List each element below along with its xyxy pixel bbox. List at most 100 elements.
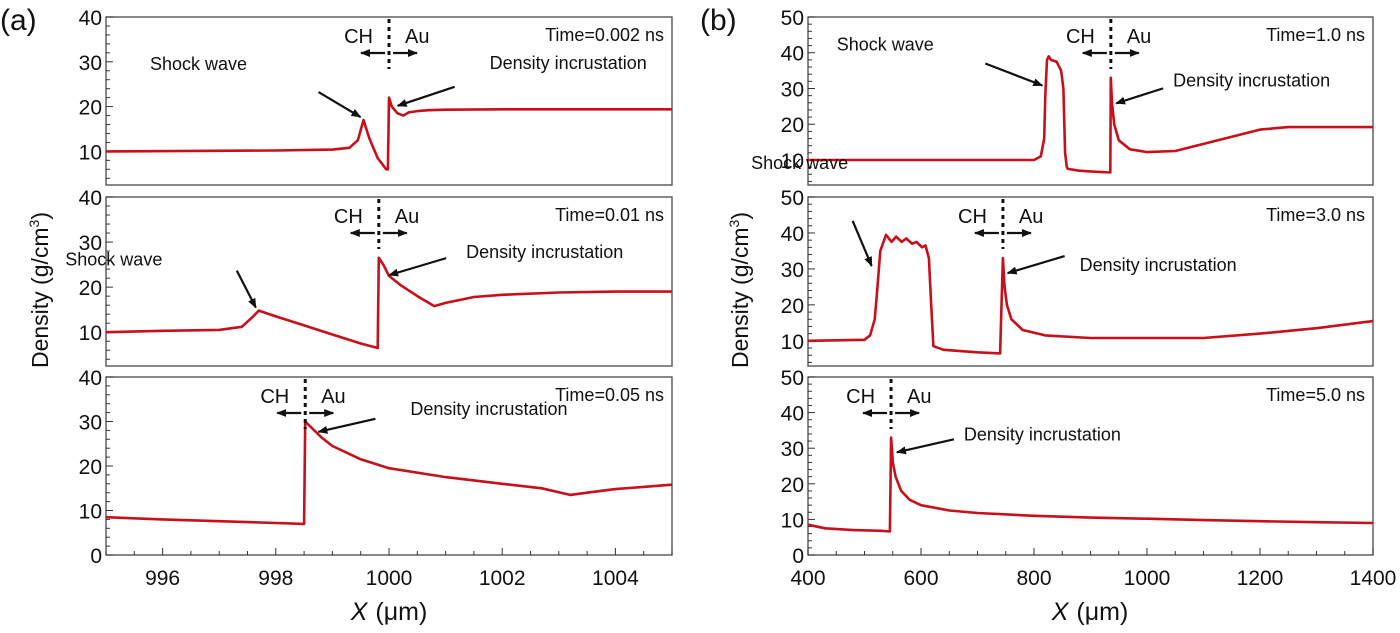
- x-tick-label: 800: [1016, 567, 1051, 590]
- y-axis-label-text: Density (g/cm: [727, 227, 753, 368]
- density-curve: [807, 233, 1374, 355]
- plot-frame: [807, 16, 1374, 186]
- x-tick-label: 1004: [592, 567, 639, 590]
- x-tick-label: 998: [258, 567, 293, 590]
- y-tick-label: 40: [79, 7, 102, 30]
- y-tick-label: 20: [781, 474, 804, 497]
- material-label-ch: CH: [846, 386, 875, 408]
- panel-label-b: (b): [700, 4, 737, 37]
- shock-wave-annotation: Shock wave: [150, 54, 247, 74]
- y-axis-label-sup: 3: [26, 219, 42, 227]
- y-tick-label: 30: [781, 78, 804, 101]
- x-axis-label-b: X (μm): [1051, 598, 1129, 626]
- annotation-arrow-icon: [317, 417, 376, 434]
- y-tick-label: 30: [79, 52, 102, 75]
- panel-label-a: (a): [0, 4, 37, 37]
- density-curve: [807, 436, 1374, 533]
- density-curve: [808, 55, 1373, 174]
- material-label-au: Au: [1127, 26, 1151, 48]
- time-label: Time=0.002 ns: [545, 25, 664, 45]
- y-axis-label-a: Density (g/cm3): [26, 212, 53, 368]
- x-tick-label: 1200: [1237, 567, 1284, 590]
- time-label: Time=3.0 ns: [1266, 205, 1365, 225]
- density-incrustation-annotation: Density incrustation: [1080, 255, 1237, 275]
- y-tick-label: 10: [79, 501, 102, 524]
- density-incrustation-annotation: Density incrustation: [1173, 70, 1330, 90]
- density-incrustation-annotation: Density incrustation: [964, 424, 1121, 444]
- y-tick-label: 0: [792, 545, 804, 568]
- y-tick-label: 40: [781, 43, 804, 66]
- material-label-au: Au: [321, 386, 345, 408]
- y-axis-label-close: ): [27, 212, 53, 220]
- annotation-arrow-icon: [396, 85, 456, 107]
- y-tick-label: 10: [79, 141, 102, 164]
- shock-wave-annotation: Shock wave: [751, 153, 848, 173]
- y-tick-label: 40: [781, 403, 804, 426]
- annotation-arrow-icon: [895, 438, 955, 455]
- density-incrustation-annotation: Density incrustation: [490, 53, 647, 73]
- y-axis-label-text: Density (g/cm: [27, 227, 53, 368]
- y-tick-label: 30: [781, 438, 804, 461]
- annotation-arrow-icon: [388, 257, 447, 277]
- x-axis-label-var: X: [350, 598, 369, 626]
- time-label: Time=0.01 ns: [555, 205, 664, 225]
- y-tick-label: 30: [781, 259, 804, 282]
- subplot-a-3: 0 10 20 30 40 996 998 1000 1002 1004 Time=0.05 ns C…: [79, 367, 673, 590]
- y-tick-label: 40: [79, 367, 102, 390]
- plot-frame: [105, 196, 673, 367]
- density-curve: [105, 96, 672, 171]
- annotation-arrow-icon: [317, 91, 362, 118]
- subplot-b-3: 0 10 20 30 40 50 400 600 800 1000 1200 1400 Time=5.0…: [781, 367, 1397, 590]
- y-tick-label: 20: [781, 114, 804, 137]
- shock-wave-annotation: Shock wave: [837, 34, 934, 54]
- material-label-ch: CH: [1066, 26, 1095, 48]
- y-tick-label: 50: [781, 7, 804, 30]
- y-tick-label: 10: [79, 322, 102, 345]
- subplot-b-2: 10 20 30 40 50 Time=3.0 ns CH Au Shock wave Densi…: [751, 153, 1374, 367]
- y-tick-label: 20: [79, 277, 102, 300]
- annotation-arrow-icon: [851, 220, 873, 267]
- material-label-ch: CH: [958, 206, 987, 228]
- y-tick-label: 0: [90, 545, 102, 568]
- plot-frame: [105, 16, 673, 186]
- shock-wave-annotation: Shock wave: [65, 250, 162, 270]
- x-tick-label: 400: [790, 567, 825, 590]
- y-tick-label: 40: [781, 223, 804, 246]
- x-tick-label: 1400: [1350, 567, 1397, 590]
- annotation-arrow-icon: [235, 270, 257, 309]
- density-curve: [105, 256, 672, 350]
- density-incrustation-annotation: Density incrustation: [466, 242, 623, 262]
- x-tick-label: 996: [145, 567, 180, 590]
- x-axis-label-unit: (μm): [1076, 598, 1128, 626]
- time-label: Time=1.0 ns: [1266, 25, 1365, 45]
- material-label-ch: CH: [334, 206, 363, 228]
- time-label: Time=0.05 ns: [555, 385, 664, 405]
- annotation-arrow-icon: [984, 62, 1044, 87]
- y-axis-label-close: ): [727, 212, 753, 220]
- subplot-a-2: 10 20 30 40 Time=0.01 ns CH Au Shock wave Densit…: [65, 187, 673, 367]
- y-tick-label: 30: [79, 232, 102, 255]
- material-label-au: Au: [907, 386, 931, 408]
- density-curve: [105, 420, 673, 526]
- y-axis-label-sup: 3: [726, 219, 742, 227]
- y-tick-label: 20: [781, 295, 804, 318]
- x-tick-label: 1000: [1124, 567, 1171, 590]
- annotation-arrow-icon: [1006, 255, 1065, 275]
- y-tick-label: 40: [79, 187, 102, 210]
- x-tick-label: 1000: [366, 567, 413, 590]
- y-tick-label: 50: [781, 187, 804, 210]
- density-incrustation-annotation: Density incrustation: [410, 399, 567, 419]
- y-axis-label-b: Density (g/cm3): [726, 212, 753, 368]
- y-tick-label: 20: [79, 97, 102, 120]
- plot-frame: [807, 196, 1374, 367]
- material-label-ch: CH: [344, 26, 373, 48]
- x-axis-label-var: X: [1051, 598, 1070, 626]
- y-tick-label: 10: [781, 509, 804, 532]
- material-label-ch: CH: [260, 386, 289, 408]
- time-label: Time=5.0 ns: [1266, 385, 1365, 405]
- material-label-au: Au: [1019, 206, 1043, 228]
- subplot-a-1: 10 20 30 40 Time=0.002 ns CH Au Shock wave Densi…: [79, 7, 673, 186]
- y-tick-label: 10: [781, 150, 804, 173]
